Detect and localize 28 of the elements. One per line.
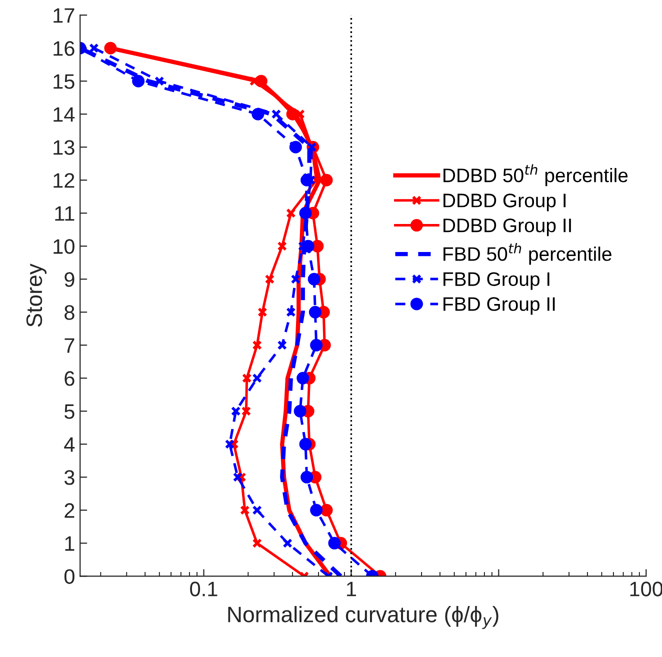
- y-tick-label: 15: [54, 74, 74, 89]
- y-tick-label: 3: [64, 470, 74, 485]
- y-tick-label: 8: [64, 305, 74, 320]
- y-tick-label: 5: [64, 404, 74, 419]
- legend-label: FBD Group I: [444, 272, 550, 290]
- x-axis-title: Normalized curvature (ϕ/ϕ$_{y}$): [228, 606, 498, 630]
- y-tick-label: 0: [64, 569, 74, 584]
- y-tick-label: 6: [64, 371, 74, 386]
- y-tick-label: 10: [54, 239, 74, 254]
- x-tick-label: 1: [347, 582, 356, 596]
- y-tick-label: 17: [54, 8, 74, 23]
- y-tick-label: 7: [64, 338, 74, 353]
- legend-label: DDBD Group I: [444, 194, 566, 212]
- y-tick-label: 14: [54, 107, 75, 122]
- y-tick-label: 16: [54, 41, 74, 56]
- y-tick-label: 13: [54, 140, 74, 155]
- y-tick-label: 11: [55, 206, 74, 221]
- y-tick-label: 1: [65, 536, 74, 551]
- y-tick-label: 9: [64, 272, 74, 287]
- legend-label: DDBD Group II: [444, 218, 571, 236]
- legend-label: FBD 50$^{th}$ percentile: [444, 242, 612, 265]
- y-tick-label: 12: [54, 173, 74, 188]
- y-axis-title: Storey: [26, 264, 47, 327]
- legend-label: DDBD 50$^{th}$ percentile: [444, 164, 628, 186]
- y-tick-label: 4: [64, 437, 75, 452]
- y-tick-label: 2: [64, 503, 74, 518]
- x-tick-label: 0.1: [190, 582, 218, 596]
- legend-label: FBD Group II: [444, 297, 555, 315]
